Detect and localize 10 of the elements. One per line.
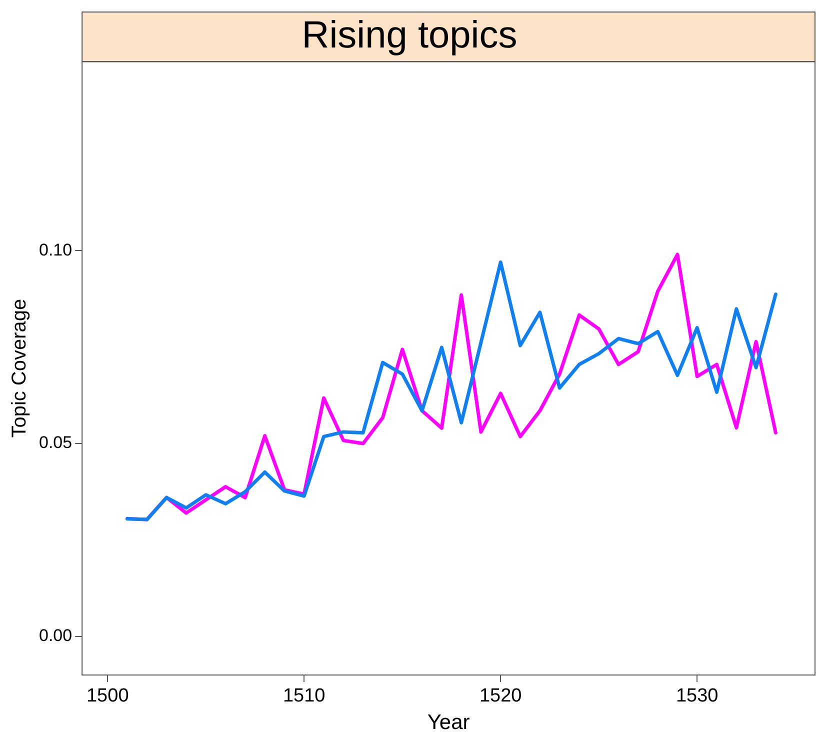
x-axis-title: Year [427,711,470,734]
x-tick-label: 1530 [676,686,718,707]
y-tick-label: 0.00 [38,626,72,646]
chart-title: Rising topics [302,14,518,56]
y-axis-title: Topic Coverage [8,298,31,438]
y-tick-label: 0.10 [38,240,72,260]
x-tick-label: 1510 [282,686,326,707]
x-tick-label: 1500 [86,686,129,707]
x-tick-label: 1520 [479,686,522,707]
y-tick-label: 0.05 [38,433,72,452]
